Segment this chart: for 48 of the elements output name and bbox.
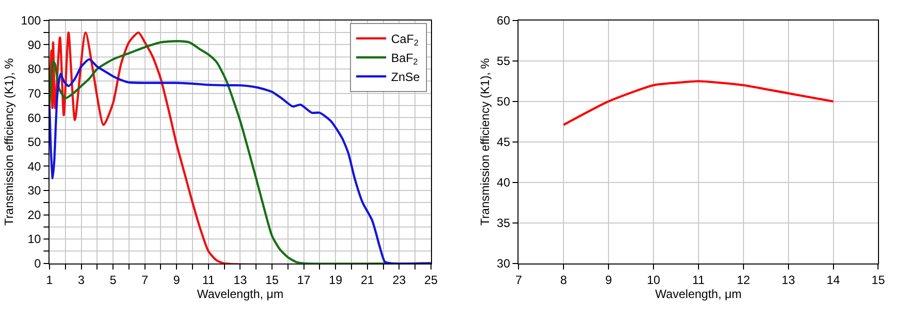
y-tick-label: 90 <box>28 38 42 52</box>
y-tick-label: 50 <box>496 94 510 109</box>
x-tick-label: 17 <box>297 272 311 287</box>
y-tick-label: 60 <box>28 110 42 125</box>
y-tick-label: 40 <box>496 176 510 190</box>
y-tick-label: 60 <box>496 14 510 28</box>
x-tick-label: 19 <box>328 272 343 287</box>
x-tick-label: 15 <box>265 272 279 287</box>
legend-label: ZnSe <box>391 70 420 84</box>
x-tick-label: 21 <box>360 272 374 287</box>
y-tick-label: 0 <box>34 256 42 271</box>
x-tick-label: 9 <box>605 272 612 287</box>
y-tick-label: 30 <box>496 256 510 271</box>
y-tick-label: 100 <box>20 14 42 28</box>
x-tick-label: 13 <box>234 272 248 287</box>
x-tick-label: 5 <box>110 272 117 287</box>
x-tick-label: 7 <box>515 272 522 287</box>
x-tick-label: 9 <box>173 272 180 287</box>
y-tick-label: 55 <box>496 54 510 68</box>
x-tick-label: 12 <box>736 272 750 287</box>
y-tick-label: 20 <box>28 208 42 222</box>
x-tick-label: 8 <box>560 272 568 287</box>
y-tick-label: 70 <box>28 86 42 101</box>
legend-label: BaF$_{2}$ <box>391 51 418 67</box>
x-tick-label: 25 <box>424 272 438 287</box>
y-axis-title: Transmission efficiency (K1), % <box>478 58 492 226</box>
y-tick-label: 80 <box>28 62 42 76</box>
x-tick-label: 11 <box>692 272 705 287</box>
y-tick-label: 30 <box>28 184 42 198</box>
x-tick-label: 14 <box>826 272 840 287</box>
x-tick-label: 15 <box>872 272 886 287</box>
x-tick-label: 10 <box>646 272 660 287</box>
x-tick-label: 1 <box>46 272 54 287</box>
y-tick-label: 35 <box>496 216 510 230</box>
y-axis-title: Transmission efficiency (K1), % <box>2 58 16 226</box>
x-tick-label: 3 <box>78 272 85 287</box>
x-tick-label: 11 <box>202 272 215 287</box>
x-axis-title: Wavelength, μm <box>655 286 742 301</box>
line-series <box>562 80 834 126</box>
x-tick-label: 13 <box>782 272 796 287</box>
y-tick-label: 45 <box>496 135 510 150</box>
y-tick-label: 50 <box>28 135 42 150</box>
y-tick-label: 40 <box>28 159 42 174</box>
legend-label: CaF$_{2}$ <box>391 32 419 48</box>
x-tick-label: 23 <box>392 272 406 287</box>
y-tick-label: 10 <box>28 232 42 246</box>
x-tick-label: 7 <box>141 272 148 287</box>
x-axis-title: Wavelength, μm <box>196 286 284 301</box>
